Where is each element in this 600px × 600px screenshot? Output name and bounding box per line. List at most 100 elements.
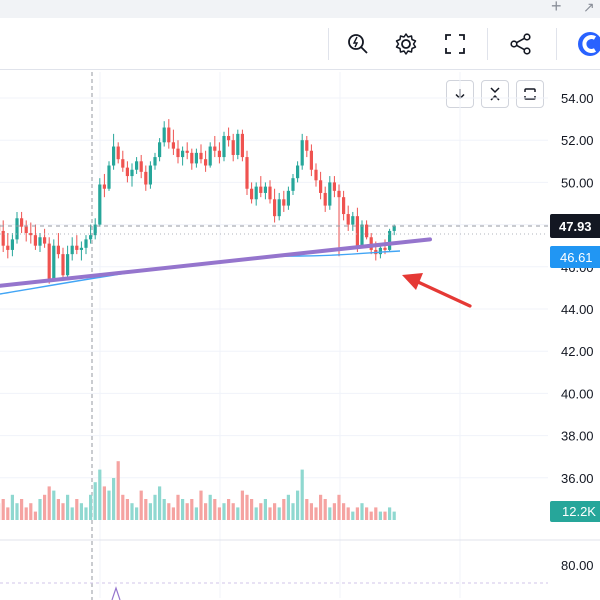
brand-logo-button[interactable]	[572, 28, 600, 60]
volume-bar	[300, 469, 304, 520]
volume-bar	[38, 499, 42, 520]
candle-body	[84, 239, 88, 248]
candle-body	[1, 230, 5, 246]
price-axis-label: 52.00	[561, 133, 594, 148]
volume-bar	[181, 499, 185, 520]
candle-body	[250, 188, 254, 200]
candle-body	[56, 245, 60, 255]
candle-body	[208, 146, 212, 166]
volume-bar	[135, 507, 139, 520]
settings-gear-icon	[395, 33, 417, 55]
candle-body	[351, 216, 355, 225]
volume-bar	[296, 490, 300, 520]
settings-button[interactable]	[390, 28, 422, 60]
volume-bar	[374, 507, 378, 520]
candle-body	[153, 157, 157, 166]
candle-body	[171, 142, 175, 149]
fullscreen-icon	[445, 34, 465, 54]
price-axis-label: 54.00	[561, 91, 594, 106]
candle-body	[346, 214, 350, 225]
volume-bar	[378, 511, 382, 520]
candle-body	[66, 254, 70, 276]
candle-body	[383, 247, 387, 250]
candle-body	[236, 133, 240, 155]
new-tab-button[interactable]: +	[551, 0, 562, 16]
volume-bar	[245, 494, 249, 520]
volume-bar	[240, 490, 244, 520]
volume-bar	[84, 507, 88, 520]
volume-bar	[167, 503, 171, 520]
chart-toolbar	[0, 18, 600, 70]
candle-body	[116, 146, 120, 160]
candle-body	[89, 235, 93, 240]
collapse-icon	[490, 87, 500, 101]
volume-bar	[93, 482, 97, 520]
volume-bar	[305, 499, 309, 520]
volume-bar	[116, 461, 120, 520]
price-axis-label: 36.00	[561, 471, 594, 486]
toolbar-divider	[556, 28, 557, 60]
collapse-pane-button[interactable]	[481, 80, 509, 108]
candle-body	[204, 159, 208, 166]
volume-bar	[360, 503, 364, 520]
candle-body	[93, 224, 97, 236]
candle-body	[112, 146, 116, 166]
candle-body	[296, 165, 300, 179]
annotation-arrow-head[interactable]	[402, 273, 423, 290]
volume-bar	[286, 494, 290, 520]
volume-bar	[171, 507, 175, 520]
candle-body	[61, 254, 65, 276]
candle-body	[135, 161, 139, 170]
support-trendline[interactable]	[0, 237, 432, 288]
volume-bar	[268, 507, 272, 520]
annotation-arrow-shaft[interactable]	[416, 280, 472, 308]
quick-search-icon	[348, 34, 368, 54]
volume-bar	[319, 494, 323, 520]
candle-body	[314, 169, 318, 181]
candle-body	[369, 237, 373, 250]
volume-bar	[190, 499, 194, 520]
volume-bar	[176, 494, 180, 520]
volume-bar	[355, 507, 359, 520]
volume-bar	[199, 490, 203, 520]
volume-label: 12.2K	[562, 504, 596, 519]
candle-body	[328, 182, 332, 206]
candle-body	[309, 150, 313, 170]
expand-window-button[interactable]: ↗	[583, 0, 595, 15]
volume-bar	[102, 486, 106, 520]
candle-body	[130, 169, 134, 177]
volume-bar	[144, 499, 148, 520]
volume-bar	[10, 494, 14, 520]
candle-body	[392, 226, 396, 231]
candle-body	[263, 186, 267, 193]
volume-bar	[231, 503, 235, 520]
volume-bar	[254, 507, 258, 520]
volume-bar	[121, 494, 125, 520]
share-button[interactable]	[505, 28, 537, 60]
volume-bar	[194, 507, 198, 520]
candle-body	[245, 157, 249, 189]
toolbar-divider	[487, 28, 488, 60]
volume-bar	[291, 503, 295, 520]
candle-body	[194, 152, 198, 164]
candle-body	[79, 247, 83, 250]
reset-view-button[interactable]	[516, 80, 544, 108]
candle-body	[217, 150, 221, 158]
candle-body	[162, 127, 166, 143]
volume-bar	[332, 503, 336, 520]
volume-bar	[79, 503, 83, 520]
candle-body	[6, 245, 10, 250]
volume-bar	[392, 511, 396, 520]
volume-bar	[259, 503, 263, 520]
candle-body	[240, 133, 244, 158]
volume-bar	[61, 503, 65, 520]
quick-search-button[interactable]	[342, 28, 374, 60]
volume-bar	[33, 511, 37, 520]
candle-body	[121, 159, 125, 168]
candle-body	[231, 140, 235, 155]
volume-bar	[98, 469, 102, 520]
volume-bar	[263, 499, 267, 520]
fullscreen-button[interactable]	[439, 28, 471, 60]
volume-bar	[89, 494, 93, 520]
